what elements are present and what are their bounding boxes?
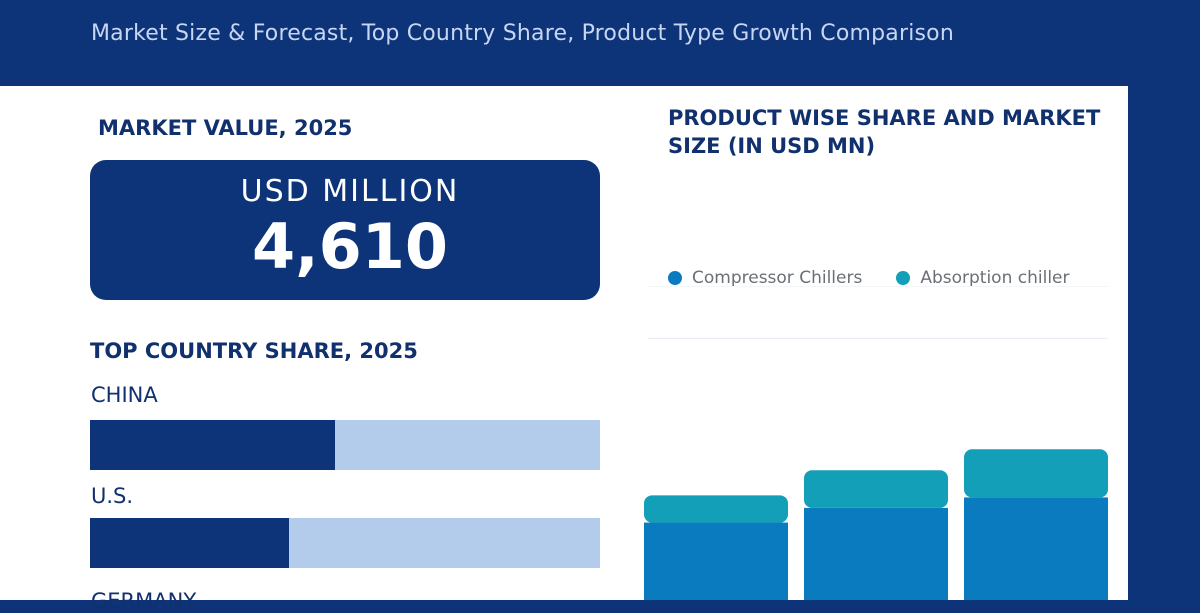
country-bar-us: [90, 518, 600, 568]
country-bar-china: [90, 420, 600, 470]
bar-absorption-2: [804, 470, 948, 508]
market-value-unit: USD MILLION: [240, 174, 460, 209]
legend-item-compressor: Compressor Chillers: [668, 268, 862, 288]
country-label-us: U.S.: [91, 484, 134, 508]
bar-compressor-3: [964, 497, 1108, 600]
legend-item-absorption: Absorption chiller: [896, 268, 1070, 288]
legend-dot-absorption: [896, 271, 911, 285]
bar-compressor-2: [804, 507, 948, 600]
chart-title: PRODUCT WISE SHARE AND MARKET SIZE (IN U…: [668, 106, 1101, 158]
bar-absorption-1: [644, 495, 788, 523]
country-label-germany: GERMANY: [91, 589, 197, 613]
chart-legend: Compressor Chillers Absorption chiller: [668, 268, 1070, 288]
legend-dot-compressor: [668, 271, 682, 285]
country-label-china: CHINA: [91, 383, 158, 407]
product-stacked-bar-chart: [644, 286, 1108, 600]
legend-label-compressor: Compressor Chillers: [692, 268, 863, 288]
report-card: MARKET VALUE, 2025 USD MILLION 4,610 TOP…: [0, 86, 1128, 613]
bar-compressor-1: [644, 522, 788, 600]
country-share-title: TOP COUNTRY SHARE, 2025: [90, 339, 418, 363]
legend-label-absorption: Absorption chiller: [920, 268, 1070, 288]
market-value-title: MARKET VALUE, 2025: [98, 116, 353, 140]
page-subtitle: Market Size & Forecast, Top Country Shar…: [91, 21, 954, 46]
header-bar: Market Size & Forecast, Top Country Shar…: [0, 0, 1200, 86]
bar-absorption-3: [964, 449, 1108, 498]
market-value-number: 4,610: [251, 210, 449, 283]
country-bar-fill-us: [90, 518, 289, 568]
country-bar-fill-china: [90, 420, 335, 470]
market-value-box: USD MILLION 4,610: [90, 160, 600, 300]
